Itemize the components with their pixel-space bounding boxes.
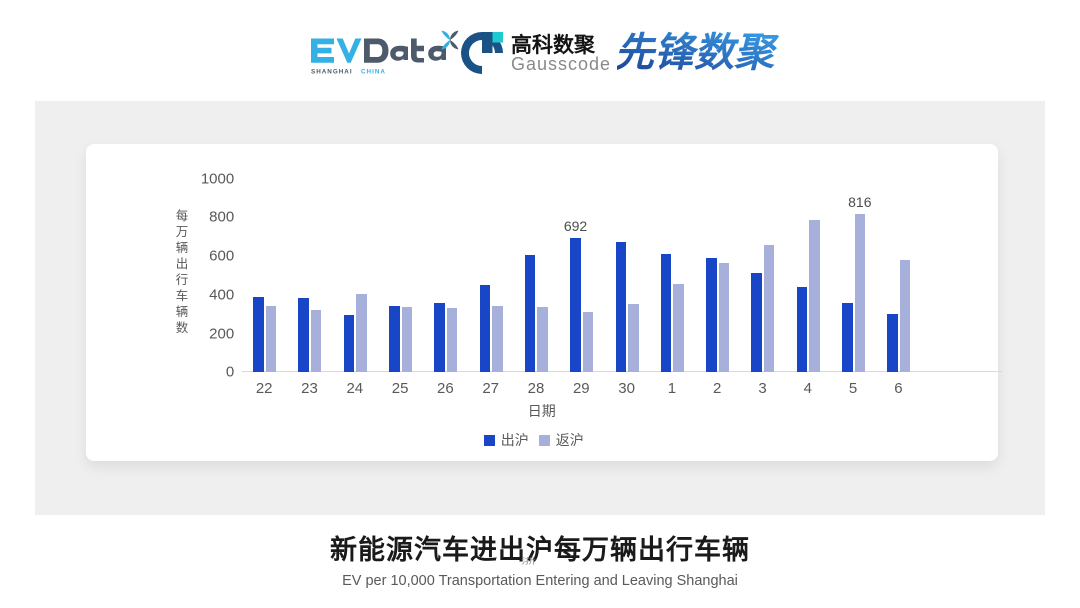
svg-text:先锋数聚: 先锋数聚 (617, 31, 780, 75)
svg-text:CHINA: CHINA (361, 69, 386, 76)
svg-text:Gausscode: Gausscode (511, 54, 609, 74)
svg-text:SHANGHAI: SHANGHAI (311, 69, 353, 76)
